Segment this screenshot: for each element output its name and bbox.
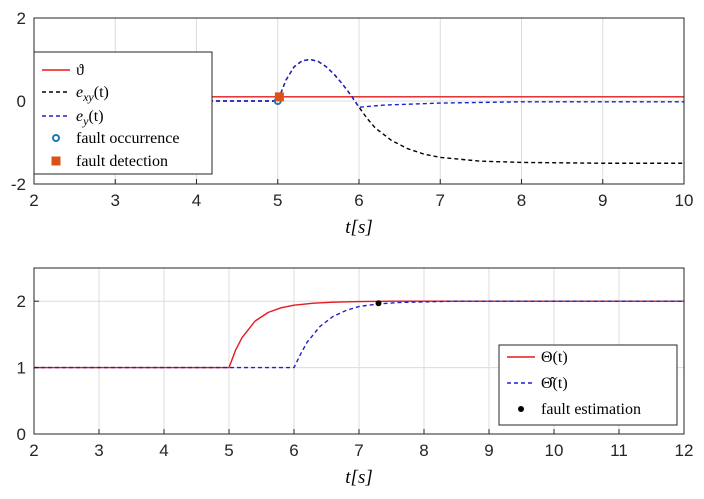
legend-label-0: ϑ bbox=[76, 62, 84, 79]
x-tick-label: 10 bbox=[675, 191, 694, 210]
x-tick-label: 7 bbox=[354, 441, 363, 460]
legend-symbol-3 bbox=[52, 134, 60, 142]
legend-box bbox=[33, 51, 213, 175]
top-x-axis-label: t[s] bbox=[345, 217, 372, 238]
x-tick-label: 9 bbox=[484, 441, 493, 460]
series-1-line bbox=[34, 300, 684, 369]
x-tick-label: 9 bbox=[598, 191, 607, 210]
series-2-marker bbox=[375, 300, 382, 307]
x-tick-label: 5 bbox=[273, 191, 282, 210]
legend-label-1: Θ̂(t) bbox=[541, 375, 568, 392]
legend-label-4: fault detection bbox=[76, 153, 168, 170]
series-2-line bbox=[34, 58, 684, 108]
x-tick-label: 3 bbox=[94, 441, 103, 460]
x-tick-label: 6 bbox=[289, 441, 298, 460]
top-tick-labels: 2 3 4 5 6 7 8 9 10 -2 0 2 bbox=[11, 9, 694, 210]
bottom-legend: Θ(t) Θ̂(t) fault estimation bbox=[498, 344, 678, 426]
x-tick-label: 6 bbox=[354, 191, 363, 210]
x-tick-label: 4 bbox=[159, 441, 168, 460]
y-tick-label: 0 bbox=[17, 92, 26, 111]
y-tick-label: 2 bbox=[17, 292, 26, 311]
x-tick-label: 2 bbox=[29, 441, 38, 460]
legend-label-0: Θ(t) bbox=[541, 349, 568, 366]
y-tick-label: -2 bbox=[11, 175, 26, 194]
x-tick-label: 4 bbox=[192, 191, 201, 210]
legend-label-1: exy(t) bbox=[76, 84, 109, 104]
legend-box bbox=[498, 344, 678, 426]
top-legend: ϑ exy(t) ey(t) fault occurrence fault detect… bbox=[33, 51, 213, 175]
top-panel: 2 3 4 5 6 7 8 9 10 -2 0 2 t[s] ϑ exy(t) ey(t) fault oc… bbox=[11, 9, 694, 238]
x-tick-label: 5 bbox=[224, 441, 233, 460]
legend-symbol-2 bbox=[518, 406, 524, 412]
legend-label-2: fault estimation bbox=[541, 401, 641, 418]
x-tick-label: 10 bbox=[545, 441, 564, 460]
x-tick-label: 8 bbox=[419, 441, 428, 460]
x-tick-label: 3 bbox=[111, 191, 120, 210]
series-0-line bbox=[34, 300, 684, 369]
series-4-marker bbox=[274, 92, 284, 102]
x-tick-label: 8 bbox=[517, 191, 526, 210]
legend-symbol-4 bbox=[51, 156, 61, 166]
legend-label-3: fault occurrence bbox=[76, 130, 179, 147]
x-tick-label: 2 bbox=[29, 191, 38, 210]
y-tick-label: 2 bbox=[17, 9, 26, 28]
y-tick-label: 0 bbox=[17, 425, 26, 444]
x-tick-label: 7 bbox=[436, 191, 445, 210]
bottom-x-axis-label: t[s] bbox=[345, 467, 372, 488]
y-tick-label: 1 bbox=[17, 359, 26, 378]
bottom-series bbox=[34, 300, 684, 369]
x-tick-label: 11 bbox=[610, 441, 628, 460]
x-tick-label: 12 bbox=[675, 441, 694, 460]
legend-label-2: ey(t) bbox=[76, 108, 104, 128]
